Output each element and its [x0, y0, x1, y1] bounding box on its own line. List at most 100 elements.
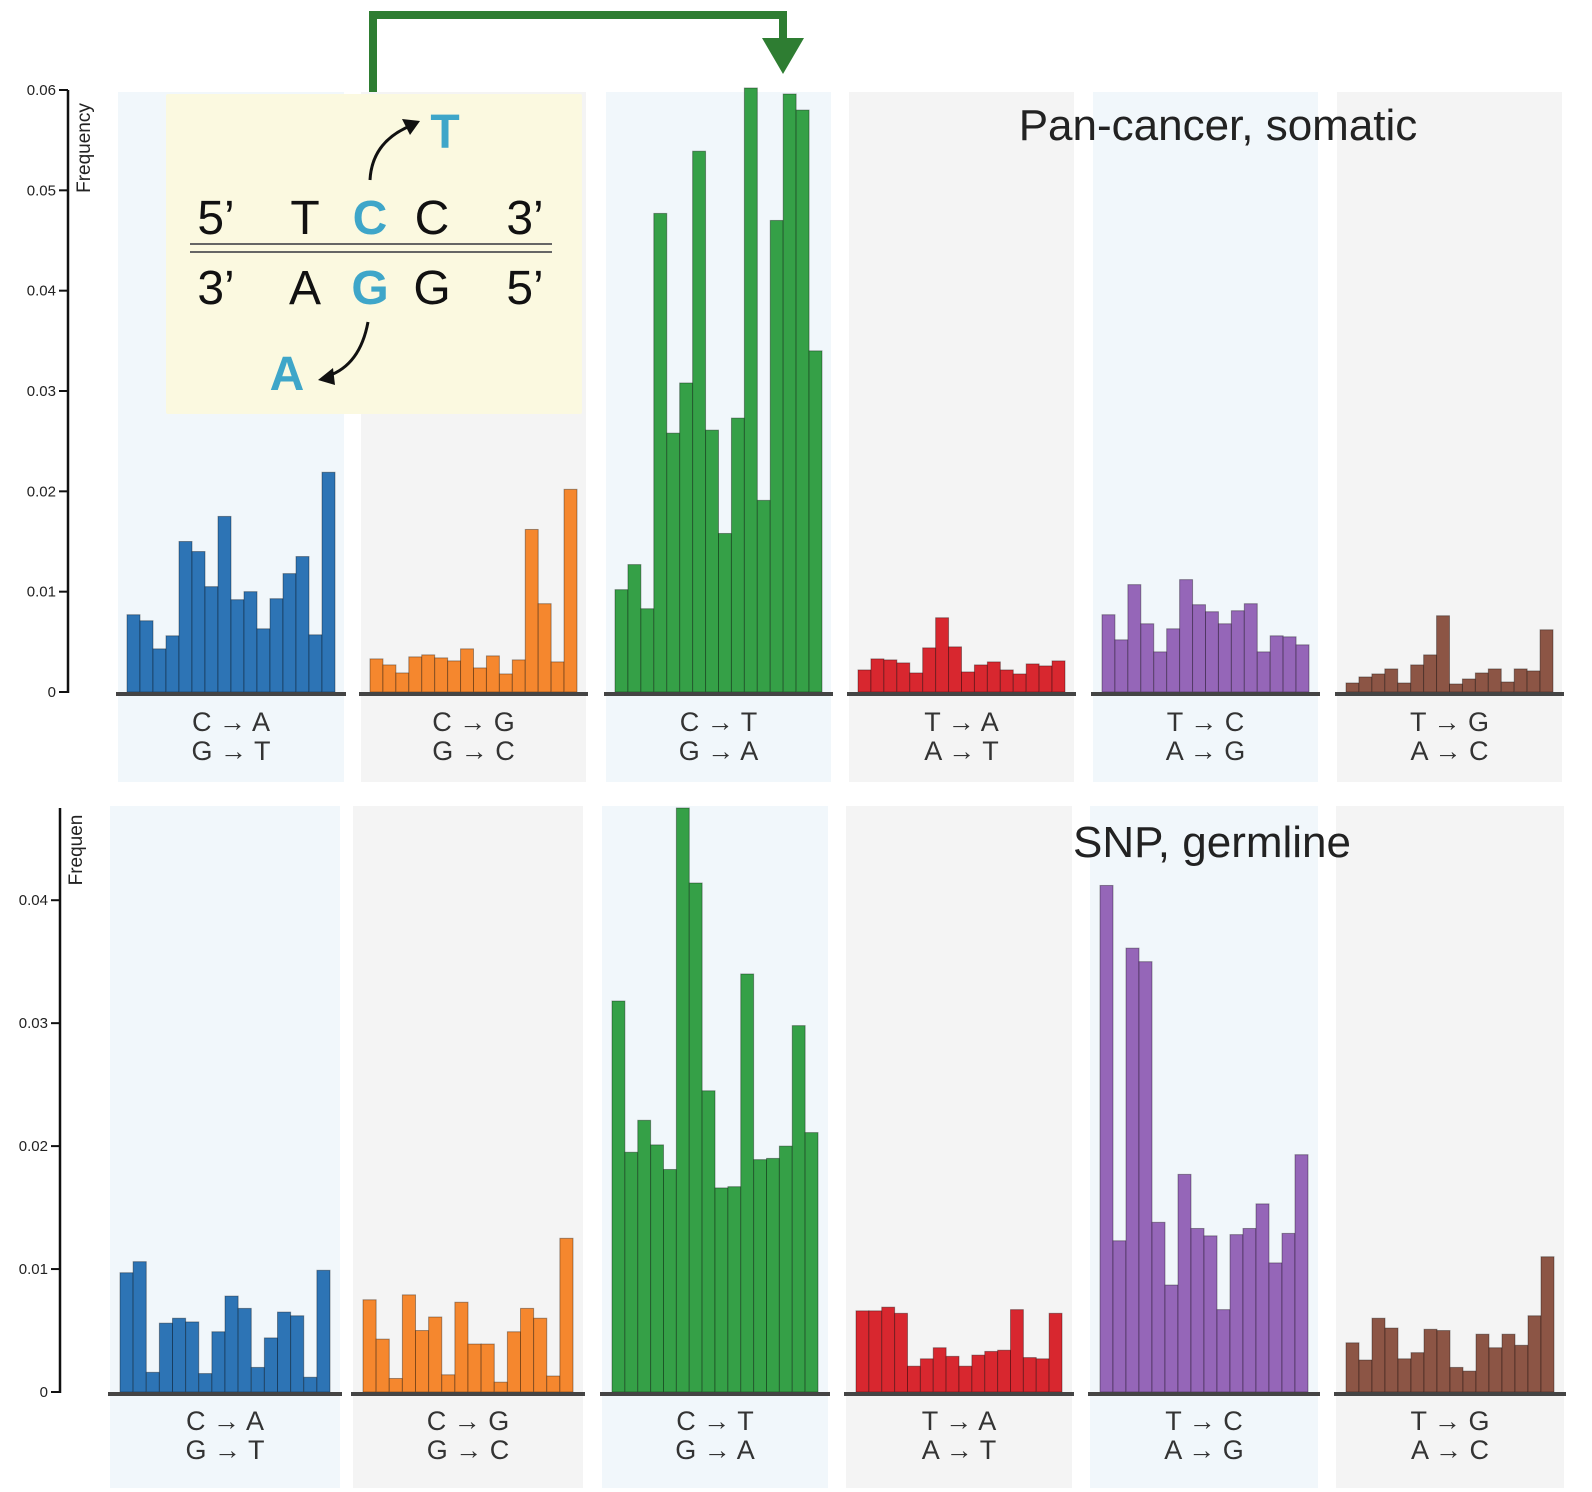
bar-somatic-t-g-1 — [1358, 676, 1373, 693]
bar-germline-c-t-12 — [766, 1157, 780, 1393]
bar-somatic-c-a-15 — [321, 471, 336, 693]
bar-germline-t-g-10 — [1475, 1333, 1490, 1393]
bar-somatic-c-t-13 — [782, 93, 797, 693]
bar-somatic-c-g-15 — [563, 488, 578, 693]
bar-somatic-t-a-0 — [857, 669, 872, 693]
bar-somatic-t-a-9 — [973, 664, 988, 693]
bar-germline-c-a-6 — [198, 1373, 213, 1393]
bar-somatic-c-a-8 — [230, 599, 245, 693]
bar-germline-c-g-12 — [520, 1307, 535, 1393]
bar-somatic-t-a-3 — [896, 662, 911, 693]
bar-germline-c-t-1 — [624, 1151, 639, 1393]
bar-somatic-t-g-7 — [1436, 615, 1451, 693]
bar-germline-c-a-8 — [224, 1295, 239, 1393]
bar-germline-t-a-13 — [1022, 1357, 1037, 1393]
bar-somatic-c-a-14 — [308, 634, 323, 693]
bar-germline-t-c-6 — [1177, 1173, 1192, 1393]
y-tick-label-somatic-2: 0.02 — [27, 483, 56, 500]
bar-germline-t-a-15 — [1048, 1312, 1063, 1393]
bar-germline-t-c-0 — [1099, 884, 1114, 1393]
y-tick-label-somatic-6: 0.06 — [27, 82, 56, 99]
bar-somatic-c-t-11 — [756, 499, 771, 693]
bar-somatic-t-c-13 — [1269, 635, 1284, 693]
bar-germline-c-t-11 — [753, 1159, 768, 1393]
bottom-strand-base-3: G — [413, 262, 450, 315]
bar-somatic-c-t-12 — [769, 219, 784, 693]
inset-background — [166, 94, 582, 414]
bar-somatic-t-a-10 — [986, 661, 1001, 693]
y-tick-label-germline-4: 0.04 — [19, 892, 48, 909]
bar-germline-c-t-10 — [740, 973, 755, 1393]
y-tick-label-somatic-1: 0.01 — [27, 584, 56, 601]
bar-germline-c-a-15 — [316, 1269, 331, 1393]
bar-somatic-c-g-7 — [460, 648, 474, 693]
bar-somatic-c-t-2 — [640, 608, 655, 693]
bar-germline-c-g-10 — [493, 1381, 508, 1393]
bracket-arrow-head-icon — [762, 38, 804, 74]
bar-somatic-t-c-7 — [1192, 604, 1207, 693]
bar-somatic-t-c-6 — [1179, 579, 1194, 693]
category-label-bottom-somatic-t-c: A → G — [1166, 736, 1246, 766]
bar-germline-c-g-7 — [454, 1301, 469, 1393]
category-label-top-germline-t-g: T → G — [1410, 1406, 1489, 1436]
bar-somatic-c-g-13 — [537, 603, 552, 693]
chart-title-somatic: Pan-cancer, somatic — [1019, 101, 1418, 150]
y-tick-label-germline-2: 0.02 — [19, 1138, 48, 1155]
bar-somatic-t-g-8 — [1449, 683, 1463, 693]
bar-somatic-c-g-3 — [408, 656, 423, 693]
bar-germline-c-t-9 — [727, 1186, 742, 1393]
bar-germline-c-g-8 — [467, 1343, 482, 1393]
bar-somatic-c-t-5 — [679, 382, 694, 693]
bar-somatic-c-a-1 — [139, 620, 154, 693]
category-label-bottom-germline-t-c: A → G — [1164, 1435, 1244, 1465]
bar-germline-t-c-4 — [1151, 1221, 1166, 1393]
bar-somatic-c-g-4 — [421, 654, 436, 693]
curved-arrow-up-head-icon — [402, 119, 420, 135]
bar-somatic-t-c-5 — [1166, 628, 1181, 693]
bar-somatic-t-a-7 — [948, 646, 962, 693]
bar-germline-c-a-11 — [263, 1337, 279, 1393]
bar-germline-c-a-14 — [303, 1376, 318, 1393]
bar-germline-c-a-9 — [237, 1307, 252, 1393]
bar-somatic-t-c-1 — [1114, 639, 1129, 693]
bar-germline-t-g-3 — [1384, 1327, 1399, 1393]
category-label-top-somatic-c-t: C → T — [680, 707, 758, 737]
bar-germline-c-g-11 — [506, 1331, 522, 1393]
bar-germline-t-a-3 — [894, 1312, 909, 1393]
bar-germline-c-a-13 — [290, 1315, 305, 1393]
y-tick-label-germline-3: 0.03 — [19, 1015, 48, 1032]
bar-germline-c-t-5 — [675, 807, 690, 1393]
y-tick-label-somatic-3: 0.03 — [27, 383, 56, 400]
bottom-strand-3prime: 3’ — [197, 262, 234, 315]
bar-germline-t-g-8 — [1449, 1366, 1464, 1393]
bar-germline-t-g-7 — [1436, 1330, 1451, 1393]
bar-somatic-c-a-6 — [204, 586, 219, 693]
bar-germline-t-a-0 — [855, 1310, 870, 1393]
category-label-top-germline-t-c: T → C — [1165, 1406, 1243, 1436]
bar-germline-c-a-12 — [277, 1311, 292, 1393]
bar-somatic-t-g-10 — [1474, 672, 1489, 693]
bar-germline-t-g-11 — [1488, 1347, 1503, 1393]
top-strand-5prime: 5’ — [197, 192, 234, 245]
category-label-bottom-germline-c-a: G → T — [185, 1435, 264, 1465]
bar-germline-t-a-11 — [997, 1349, 1012, 1393]
bar-germline-t-c-13 — [1268, 1262, 1283, 1393]
bar-somatic-c-a-13 — [295, 556, 310, 693]
curved-arrow-down-icon — [327, 321, 370, 378]
bar-germline-c-g-15 — [559, 1237, 574, 1393]
bar-germline-t-g-12 — [1501, 1333, 1516, 1393]
bar-germline-c-g-3 — [401, 1294, 417, 1393]
bar-somatic-c-g-0 — [369, 658, 384, 693]
bar-germline-t-g-4 — [1397, 1358, 1412, 1393]
category-label-bottom-germline-c-t: G → A — [675, 1435, 755, 1465]
bar-germline-c-a-1 — [132, 1261, 147, 1393]
bar-somatic-c-t-7 — [705, 429, 719, 693]
bar-somatic-t-c-11 — [1243, 603, 1258, 693]
bar-germline-c-t-7 — [701, 1090, 716, 1393]
bottom-strand-base-1: A — [289, 262, 321, 315]
bar-germline-t-c-10 — [1229, 1234, 1244, 1393]
bar-somatic-t-g-4 — [1397, 682, 1412, 693]
bar-somatic-c-t-8 — [718, 532, 732, 693]
bar-somatic-t-c-14 — [1282, 636, 1297, 693]
bar-germline-c-t-13 — [778, 1145, 793, 1393]
